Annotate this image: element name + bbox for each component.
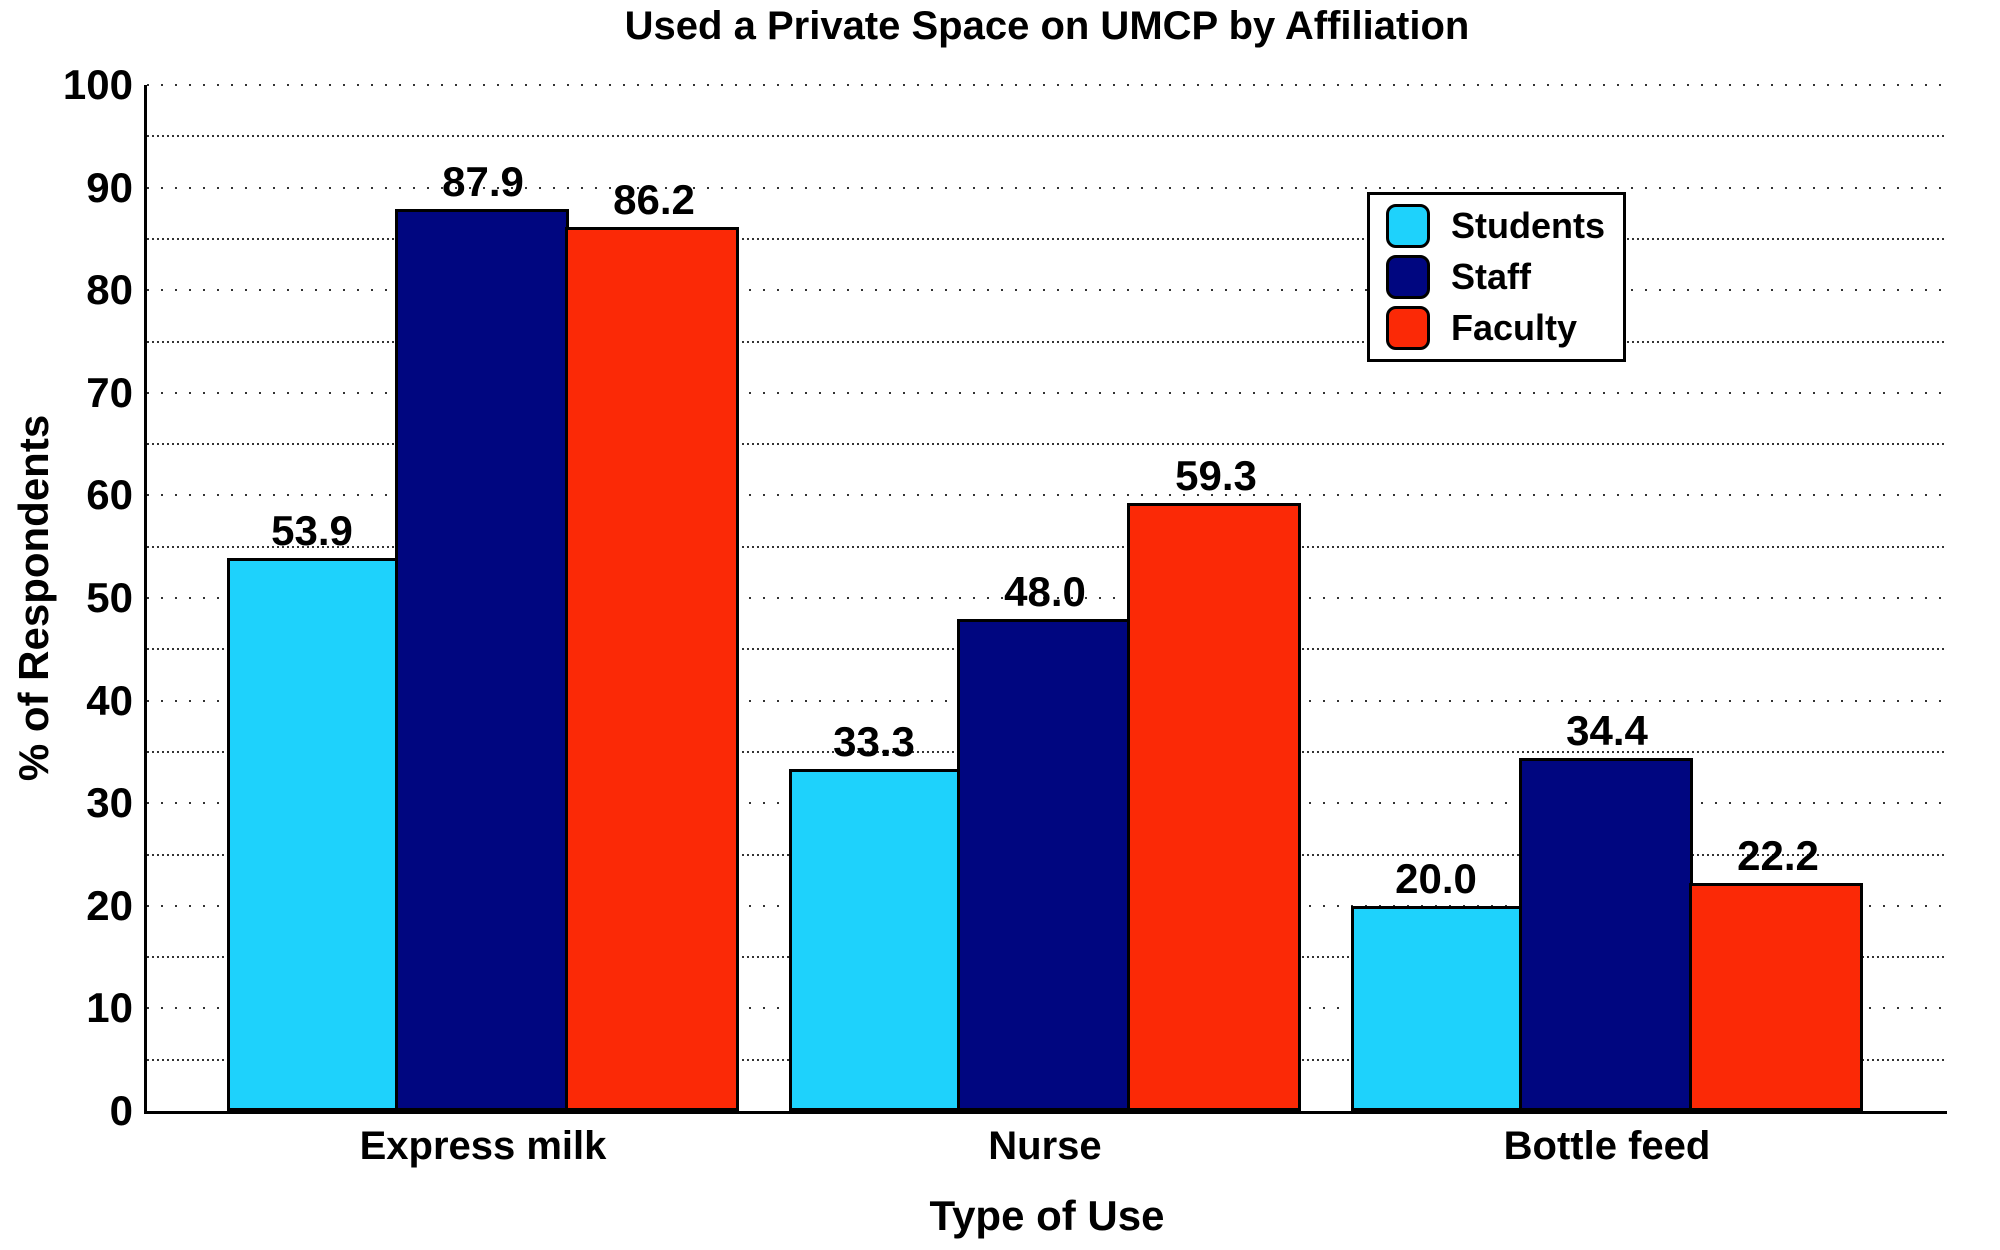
legend-swatch-staff	[1386, 255, 1430, 299]
x-axis-spine	[144, 1111, 1947, 1114]
bar-value-label: 48.0	[1004, 568, 1086, 615]
y-tick-label: 30	[86, 779, 133, 827]
major-gridline	[147, 391, 1947, 394]
minor-gridline	[147, 340, 1947, 343]
bar-value-label: 86.2	[613, 176, 695, 223]
bar-students-nurse	[789, 769, 960, 1111]
y-tick-label: 0	[109, 1087, 133, 1134]
major-gridline	[147, 84, 1947, 86]
bar-value-label: 34.4	[1566, 707, 1648, 754]
bar-students-express-milk	[227, 558, 398, 1111]
legend-label: Staff	[1451, 256, 1531, 297]
bar-staff-nurse	[957, 619, 1131, 1111]
x-axis-label: Type of Use	[929, 1192, 1165, 1239]
bar-students-bottle-feed	[1351, 906, 1522, 1111]
plot-area: 53.9 87.9 86.2 33.3 48.0 59.3 20.0 34.4 22.2	[147, 84, 1947, 1111]
bar-faculty-nurse	[1127, 503, 1301, 1111]
y-tick-label: 100	[62, 61, 133, 108]
major-gridline	[147, 494, 1947, 497]
bar-staff-bottle-feed	[1519, 758, 1693, 1111]
legend-label: Faculty	[1451, 307, 1578, 348]
major-gridline	[147, 186, 1947, 189]
minor-gridline	[147, 443, 1947, 446]
chart-title: Used a Private Space on UMCP by Affiliat…	[624, 4, 1470, 48]
y-tick-label: 60	[86, 471, 133, 519]
legend-swatch-faculty	[1386, 306, 1430, 350]
legend-item: Students	[1386, 204, 1605, 248]
legend-swatch-students	[1386, 204, 1430, 248]
bar-value-label: 22.2	[1737, 832, 1819, 879]
bar-staff-express-milk	[395, 209, 569, 1111]
bar-faculty-bottle-feed	[1689, 883, 1863, 1111]
y-tick-label: 90	[86, 163, 133, 211]
legend-item: Staff	[1386, 255, 1605, 299]
legend: Students Staff Faculty	[1367, 192, 1627, 362]
legend-item: Faculty	[1386, 306, 1605, 350]
bar-value-label: 53.9	[271, 507, 353, 554]
bar-value-label: 33.3	[833, 718, 915, 765]
minor-gridline	[147, 237, 1947, 240]
x-category-label: Nurse	[988, 1124, 1102, 1168]
legend-label: Students	[1451, 205, 1606, 246]
y-tick-label: 50	[86, 574, 133, 621]
y-tick-label: 70	[86, 368, 133, 416]
major-gridline	[147, 289, 1947, 292]
x-category-label: Bottle feed	[1503, 1124, 1711, 1168]
bar-value-label: 59.3	[1175, 452, 1257, 499]
bar-faculty-express-milk	[565, 227, 739, 1111]
minor-gridline	[147, 545, 1947, 548]
y-tick-label: 10	[86, 984, 133, 1032]
minor-gridline	[147, 135, 1947, 138]
y-tick-label: 20	[86, 881, 133, 929]
y-axis-label: % of Respondents	[10, 414, 57, 782]
y-tick-label: 40	[86, 676, 133, 724]
major-gridline	[147, 597, 1947, 599]
y-axis-spine	[144, 85, 147, 1114]
x-category-label: Express milk	[359, 1124, 607, 1168]
y-tick-label: 80	[86, 266, 133, 314]
bar-value-label: 20.0	[1395, 855, 1477, 902]
bar-value-label: 87.9	[442, 158, 524, 205]
